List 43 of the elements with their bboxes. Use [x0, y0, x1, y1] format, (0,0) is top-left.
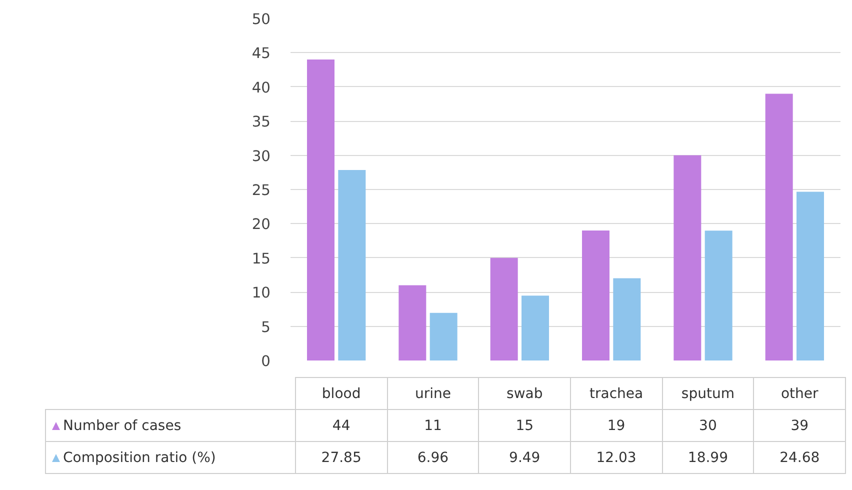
y-tick-label: 15: [252, 250, 271, 268]
bar: [796, 192, 824, 360]
bar: [338, 170, 366, 360]
y-tick-label: 5: [261, 318, 271, 336]
y-tick-label: 30: [252, 148, 271, 165]
x-tick-label: swab: [478, 378, 570, 410]
x-tick-label: other: [754, 378, 846, 410]
bar: [765, 94, 793, 360]
y-tick-label: 20: [252, 216, 271, 234]
data-label: 11: [387, 410, 479, 442]
y-tick-label: 50: [252, 11, 271, 28]
y-tick-label: 40: [252, 79, 271, 96]
legend-label: Number of cases: [46, 410, 296, 442]
data-label: 12.03: [570, 442, 662, 474]
bar: [307, 60, 334, 360]
bar: [613, 278, 641, 360]
data-label: 27.85: [296, 442, 388, 474]
data-label: 19: [570, 410, 662, 442]
bar: [490, 258, 518, 360]
data-label: 18.99: [662, 442, 754, 474]
y-tick-label: 10: [252, 284, 271, 302]
y-tick-label: 0: [261, 353, 271, 370]
bar: [582, 230, 610, 360]
x-tick-label: blood: [296, 378, 388, 410]
x-tick-label: sputum: [662, 378, 754, 410]
bar: [674, 155, 702, 360]
bar: [398, 285, 426, 360]
x-tick-label: urine: [387, 378, 479, 410]
data-label: 44: [296, 410, 388, 442]
y-tick-label: 25: [252, 182, 271, 199]
data-label: 9.49: [478, 442, 570, 474]
y-tick-label: 45: [252, 45, 271, 62]
y-tick-label: 35: [252, 114, 271, 131]
bar: [430, 312, 458, 360]
bar: [522, 296, 549, 360]
bar: [704, 230, 732, 360]
data-label: 30: [662, 410, 754, 442]
legend-label: Composition ratio (%): [46, 442, 296, 474]
data-label: 24.68: [754, 442, 846, 474]
x-tick-label: trachea: [570, 378, 662, 410]
data-label: 15: [478, 410, 570, 442]
data-label: 39: [754, 410, 846, 442]
data-label: 6.96: [387, 442, 479, 474]
